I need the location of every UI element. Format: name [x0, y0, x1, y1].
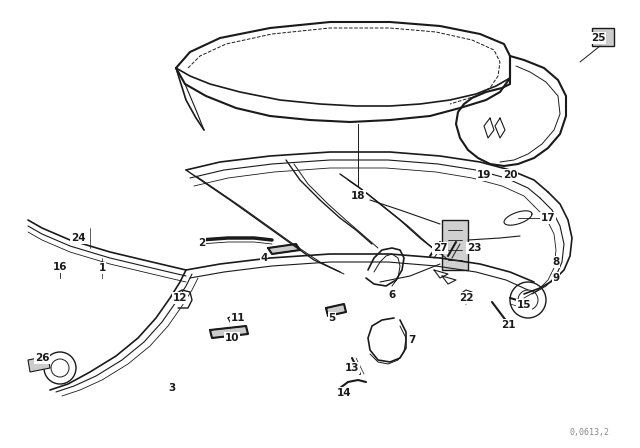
Text: 2: 2 — [198, 238, 205, 248]
Polygon shape — [326, 304, 346, 316]
Polygon shape — [28, 356, 50, 372]
Text: 6: 6 — [388, 290, 396, 300]
Text: 1: 1 — [99, 263, 106, 273]
Text: 11: 11 — [231, 313, 245, 323]
Text: 15: 15 — [516, 300, 531, 310]
Text: 20: 20 — [503, 170, 517, 180]
Text: 19: 19 — [477, 170, 491, 180]
Text: 23: 23 — [467, 243, 481, 253]
Text: 17: 17 — [541, 213, 556, 223]
Text: 0,0613,2: 0,0613,2 — [570, 427, 610, 436]
Text: 8: 8 — [552, 257, 559, 267]
Text: 5: 5 — [328, 313, 335, 323]
Text: 3: 3 — [168, 383, 175, 393]
Text: 7: 7 — [408, 335, 416, 345]
Text: 4: 4 — [260, 253, 268, 263]
Polygon shape — [210, 326, 248, 338]
Text: 24: 24 — [70, 233, 85, 243]
Text: 9: 9 — [552, 273, 559, 283]
Text: 22: 22 — [459, 293, 473, 303]
Text: 13: 13 — [345, 363, 359, 373]
Text: 12: 12 — [173, 293, 188, 303]
Text: 10: 10 — [225, 333, 239, 343]
Text: 16: 16 — [52, 262, 67, 272]
Text: 21: 21 — [500, 320, 515, 330]
Text: 18: 18 — [351, 191, 365, 201]
Text: 14: 14 — [337, 388, 351, 398]
Polygon shape — [268, 244, 300, 254]
Polygon shape — [442, 220, 468, 270]
Text: 27: 27 — [433, 243, 447, 253]
Text: 25: 25 — [591, 33, 605, 43]
Text: 26: 26 — [35, 353, 49, 363]
Polygon shape — [592, 28, 614, 46]
